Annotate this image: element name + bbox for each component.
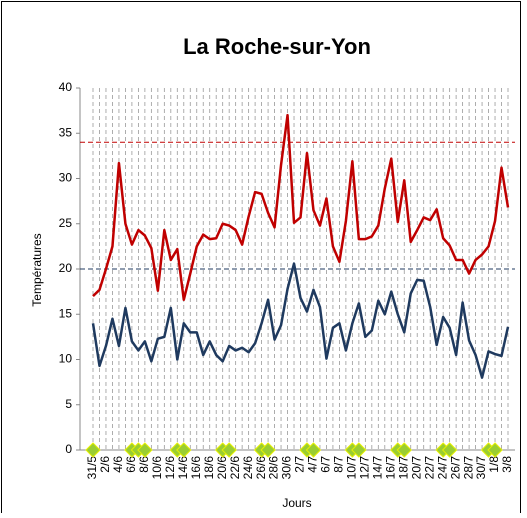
x-tick-label: 8/7: [332, 456, 346, 473]
x-tick-label: 10/6: [150, 456, 164, 480]
x-tick-label: 2/7: [293, 456, 307, 473]
y-axis-label: Températures: [30, 233, 44, 306]
x-tick-label: 22/6: [228, 456, 242, 480]
x-tick-label: 31/5: [85, 456, 99, 480]
diamond-marker: [260, 442, 276, 458]
diamond-marker: [441, 442, 458, 458]
diamond-marker: [396, 442, 412, 458]
y-tick-label: 10: [59, 352, 73, 366]
x-tick-label: 14/7: [370, 456, 384, 480]
diamond-marker: [137, 442, 153, 458]
x-tick-label: 24/6: [241, 456, 255, 480]
y-tick-label: 20: [59, 261, 73, 275]
diamond-marker: [351, 442, 367, 458]
x-tick-label: 2/6: [98, 456, 112, 473]
x-tick-label: 20/6: [215, 456, 229, 480]
x-tick-label: 6/6: [124, 456, 138, 473]
x-tick-label: 4/6: [111, 456, 125, 473]
x-tick-label: 28/6: [267, 456, 281, 480]
x-tick-label: 24/7: [435, 456, 449, 480]
x-tick-label: 30/7: [474, 456, 488, 480]
x-tick-label: 14/6: [176, 456, 190, 480]
y-tick-label: 15: [59, 306, 73, 320]
x-tick-label: 8/6: [137, 456, 151, 473]
series-line: [92, 113, 510, 302]
y-tick-label: 5: [65, 397, 72, 411]
series-line: [91, 262, 510, 379]
diamond-marker: [176, 442, 192, 458]
x-tick-label: 26/6: [254, 456, 268, 480]
x-tick-label: 16/6: [189, 456, 203, 480]
y-tick-label: 0: [65, 442, 72, 456]
x-tick-label: 10/7: [345, 456, 359, 480]
chart-title: La Roche-sur-Yon: [183, 34, 371, 59]
y-tick-label: 30: [59, 171, 73, 185]
diamond-marker: [305, 442, 322, 458]
diamond-marker: [487, 442, 503, 458]
x-tick-label: 1/8: [487, 456, 501, 473]
x-axis-label: Jours: [282, 496, 311, 510]
y-tick-label: 35: [59, 125, 73, 139]
x-tick-label: 12/7: [358, 456, 372, 480]
x-tick-label: 22/7: [422, 456, 436, 480]
y-tick-label: 40: [59, 80, 73, 94]
x-tick-label: 3/8: [500, 456, 514, 473]
x-tick-label: 30/6: [280, 456, 294, 480]
diamond-marker: [221, 442, 237, 458]
diamond-marker: [85, 442, 101, 458]
x-tick-label: 26/7: [448, 456, 462, 480]
x-tick-label: 18/6: [202, 456, 216, 480]
x-tick-label: 12/6: [163, 456, 177, 480]
x-tick-label: 18/7: [396, 456, 410, 480]
y-tick-label: 25: [59, 216, 73, 230]
x-tick-label: 4/7: [306, 456, 320, 473]
x-tick-label: 6/7: [319, 456, 333, 473]
x-tick-label: 20/7: [409, 456, 423, 480]
x-tick-label: 28/7: [461, 456, 475, 480]
x-tick-label: 16/7: [383, 456, 397, 480]
